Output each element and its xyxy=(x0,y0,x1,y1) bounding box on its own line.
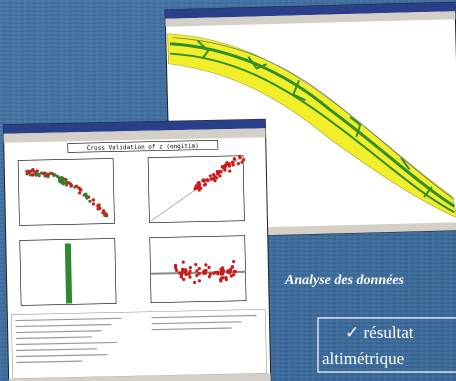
result-line-2: altimétrique xyxy=(322,349,404,368)
result-line-1: ✓ résultat xyxy=(345,323,414,342)
caption: Analyse des données xyxy=(284,273,405,288)
stats-screenshot: Cross Validation of z (ongitim) xyxy=(3,119,270,381)
slide: Cross Validation of z (ongitim) Analyse … xyxy=(0,0,456,381)
